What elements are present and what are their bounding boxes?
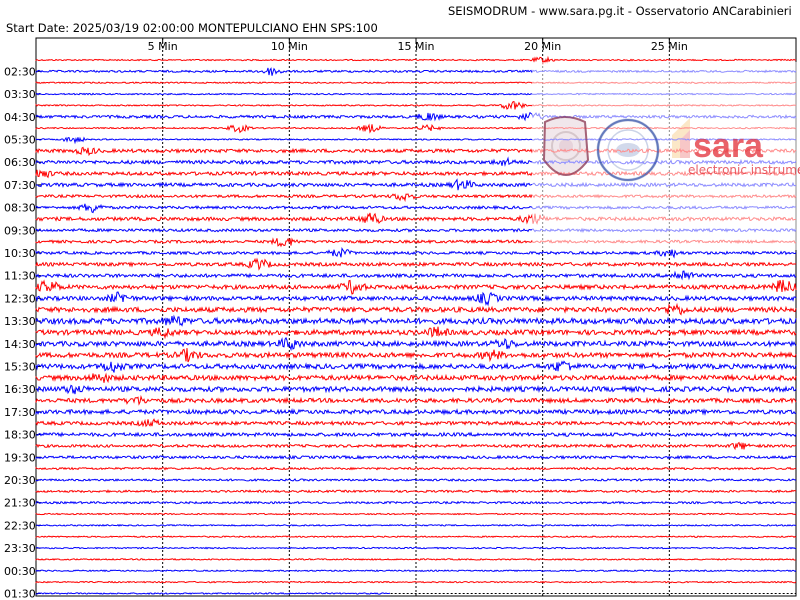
watermark-brand-top: sara [693,127,764,165]
watermark-brand-sub-top: electronic instruments [688,163,800,177]
row-label: 21:30 [4,497,36,510]
trace-row [35,454,797,460]
row-label: 23:30 [4,542,36,555]
row-label: 08:30 [4,202,36,215]
row-label: 22:30 [4,519,36,532]
trace-row [35,384,797,395]
row-label: 02:30 [4,65,36,78]
row-label: 12:30 [4,292,36,305]
trace-row [35,291,797,307]
row-label: 16:30 [4,383,36,396]
watermark-top: sara electronic instruments [542,116,800,181]
trace-row [35,246,797,259]
trace-row [35,431,797,438]
trace-row [35,466,797,471]
row-label: 03:30 [4,88,36,101]
watermark-overlay [532,62,798,250]
row-label: 13:30 [4,315,36,328]
row-label: 17:30 [4,406,36,419]
trace-row [35,535,797,539]
row-label: 06:30 [4,156,36,169]
row-label: 14:30 [4,338,36,351]
trace-row [35,360,797,373]
chart-title: SEISMODRUM - www.sara.pg.it - Osservator… [448,4,792,18]
trace-row [35,489,797,494]
seismic-traces [35,55,797,595]
trace-row [35,55,797,66]
trace-row [35,592,391,595]
row-label: 20:30 [4,474,36,487]
trace-row [35,348,797,363]
trace-row [35,523,796,527]
x-tick-label: 15 Min [397,40,434,53]
trace-row [35,394,797,406]
row-label: 04:30 [4,111,36,124]
x-tick-label: 10 Min [271,40,308,53]
row-label: 05:30 [4,133,36,146]
trace-row [35,336,797,352]
row-label: 00:30 [4,565,36,578]
start-date-label: Start Date: 2025/03/19 02:00:00 MONTEPUL… [6,21,378,35]
trace-row [35,326,797,340]
trace-row [35,314,797,327]
row-label: 11:30 [4,270,36,283]
row-label: 10:30 [4,247,36,260]
trace-row [35,546,797,550]
trace-row [35,257,797,271]
trace-row [35,270,797,281]
trace-row [35,477,797,482]
trace-row [35,302,797,316]
trace-row [35,372,797,384]
trace-row [35,580,797,584]
x-tick-label: 5 Min [148,40,178,53]
trace-row [35,558,797,561]
row-label: 07:30 [4,179,36,192]
trace-row [35,569,797,573]
carabinieri-shield-icon [542,116,590,176]
x-tick-labels: 5 Min 10 Min 15 Min 20 Min 25 Min [148,40,688,53]
trace-row [35,500,796,505]
x-tick-label: 20 Min [524,40,561,53]
row-label: 15:30 [4,360,36,373]
seal-ring-icon [597,119,659,181]
row-label: 19:30 [4,451,36,464]
row-label: 01:30 [4,587,36,600]
row-labels: 02:30 03:30 04:30 05:30 06:30 07:30 08:30 09:30… [4,65,36,600]
row-label: 09:30 [4,224,36,237]
trace-row [35,512,797,516]
trace-row [35,407,797,416]
trace-row [35,418,797,428]
x-tick-label: 25 Min [651,40,688,53]
row-label: 18:30 [4,429,36,442]
trace-row [35,279,797,295]
trace-row [35,441,797,451]
